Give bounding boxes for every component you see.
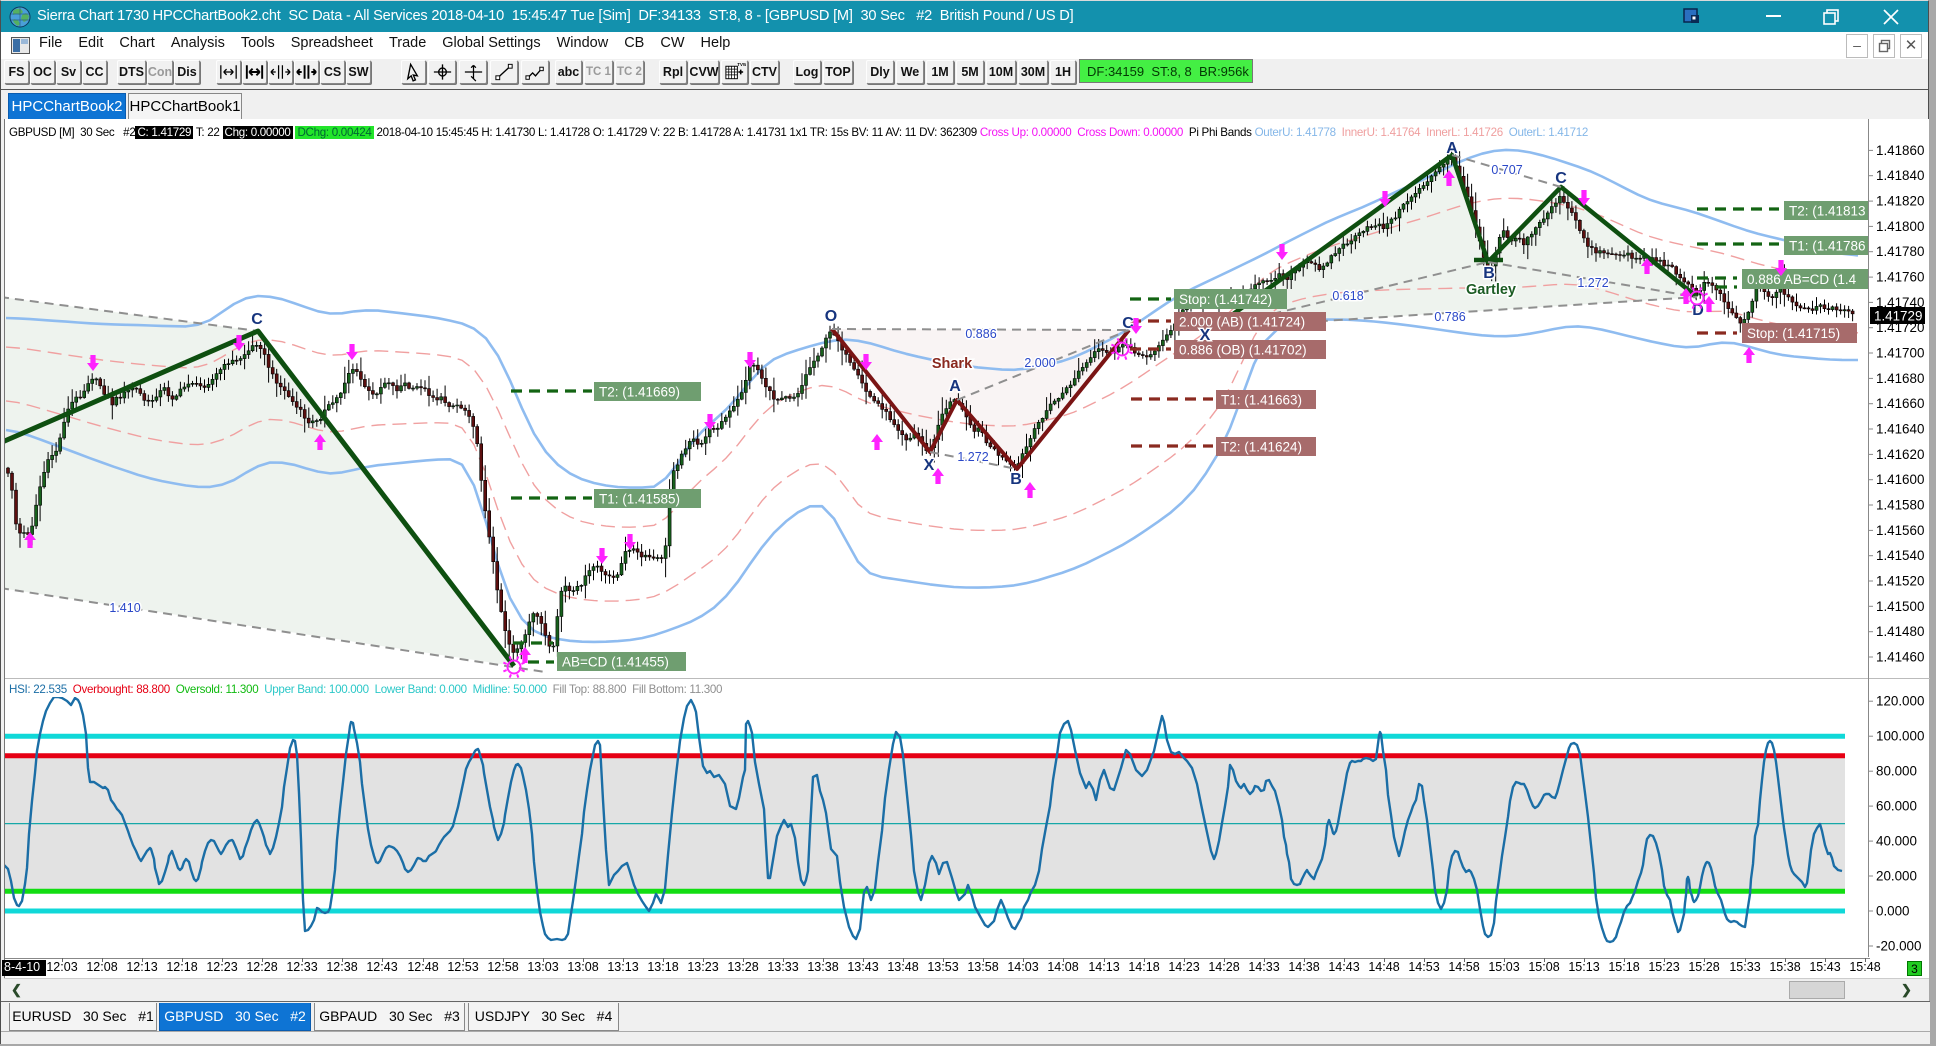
svg-text:1.41580: 1.41580 xyxy=(1876,498,1924,513)
svg-text:1.41600: 1.41600 xyxy=(1876,472,1924,487)
svg-text:O: O xyxy=(825,308,837,325)
svg-text:T2: (1.41669): T2: (1.41669) xyxy=(599,384,680,399)
svg-text:Shark: Shark xyxy=(932,356,973,372)
svg-text:T2: (1.41813: T2: (1.41813 xyxy=(1789,203,1866,218)
svg-text:0.886 (OB) (1.41702): 0.886 (OB) (1.41702) xyxy=(1179,342,1307,357)
svg-text:A: A xyxy=(949,378,961,395)
svg-text:1.41500: 1.41500 xyxy=(1876,599,1924,614)
svg-text:-20.000: -20.000 xyxy=(1876,939,1921,954)
svg-text:0.000: 0.000 xyxy=(1876,904,1910,919)
svg-text:1.41620: 1.41620 xyxy=(1876,447,1924,462)
svg-text:1.41760: 1.41760 xyxy=(1876,270,1924,285)
svg-text:0.618: 0.618 xyxy=(1332,289,1363,303)
svg-text:AB=CD (1.41455): AB=CD (1.41455) xyxy=(562,654,669,669)
svg-text:1.41860: 1.41860 xyxy=(1876,143,1924,158)
svg-text:2.000: 2.000 xyxy=(1024,356,1055,370)
svg-text:1.41480: 1.41480 xyxy=(1876,624,1924,639)
svg-text:1.41540: 1.41540 xyxy=(1876,548,1924,563)
svg-text:1.41800: 1.41800 xyxy=(1876,219,1924,234)
svg-text:T1: (1.41786: T1: (1.41786 xyxy=(1789,238,1866,253)
svg-text:B: B xyxy=(1483,265,1495,282)
svg-text:1.41700: 1.41700 xyxy=(1876,346,1924,361)
svg-text:1.41740: 1.41740 xyxy=(1876,295,1924,310)
svg-text:T1: (1.41585): T1: (1.41585) xyxy=(599,491,680,506)
svg-text:Gartley: Gartley xyxy=(1466,282,1516,298)
svg-text:1.41560: 1.41560 xyxy=(1876,523,1924,538)
svg-text:C: C xyxy=(251,311,263,328)
svg-text:1.41640: 1.41640 xyxy=(1876,422,1924,437)
svg-text:0.707: 0.707 xyxy=(1491,163,1522,177)
svg-text:20.000: 20.000 xyxy=(1876,869,1917,884)
svg-text:A: A xyxy=(1446,140,1458,157)
svg-text:1.41840: 1.41840 xyxy=(1876,168,1924,183)
svg-text:1.41780: 1.41780 xyxy=(1876,244,1924,259)
svg-text:1.41680: 1.41680 xyxy=(1876,371,1924,386)
svg-text:0.886: 0.886 xyxy=(965,327,996,341)
svg-text:D: D xyxy=(1692,302,1704,319)
svg-text:100.000: 100.000 xyxy=(1876,729,1924,744)
svg-text:TVW: TVW xyxy=(737,62,746,67)
svg-text:1.41660: 1.41660 xyxy=(1876,396,1924,411)
svg-text:1.41820: 1.41820 xyxy=(1876,194,1924,209)
svg-text:1.272: 1.272 xyxy=(1577,276,1608,290)
svg-text:B: B xyxy=(1010,471,1022,488)
svg-text:Stop: (1.41715): Stop: (1.41715) xyxy=(1747,326,1840,341)
svg-text:0.786: 0.786 xyxy=(1434,310,1465,324)
svg-text:1.410: 1.410 xyxy=(109,601,140,615)
svg-text:Stop: (1.41742): Stop: (1.41742) xyxy=(1179,292,1272,307)
svg-text:C: C xyxy=(1555,170,1567,187)
svg-text:1.272: 1.272 xyxy=(957,450,988,464)
svg-text:T2: (1.41624): T2: (1.41624) xyxy=(1221,439,1302,454)
svg-text:X: X xyxy=(1200,327,1211,344)
svg-text:T1: (1.41663): T1: (1.41663) xyxy=(1221,392,1302,407)
svg-text:X: X xyxy=(924,457,935,474)
svg-text:40.000: 40.000 xyxy=(1876,834,1917,849)
svg-text:120.000: 120.000 xyxy=(1876,694,1924,709)
svg-text:0.886 AB=CD (1.4: 0.886 AB=CD (1.4 xyxy=(1747,272,1857,287)
svg-text:2.000 (AB) (1.41724): 2.000 (AB) (1.41724) xyxy=(1179,314,1305,329)
svg-text:1.41460: 1.41460 xyxy=(1876,650,1924,665)
svg-text:80.000: 80.000 xyxy=(1876,764,1917,779)
svg-text:C: C xyxy=(1122,315,1134,332)
svg-text:1.41729: 1.41729 xyxy=(1874,309,1922,324)
svg-text:1.41520: 1.41520 xyxy=(1876,574,1924,589)
svg-text:60.000: 60.000 xyxy=(1876,799,1917,814)
